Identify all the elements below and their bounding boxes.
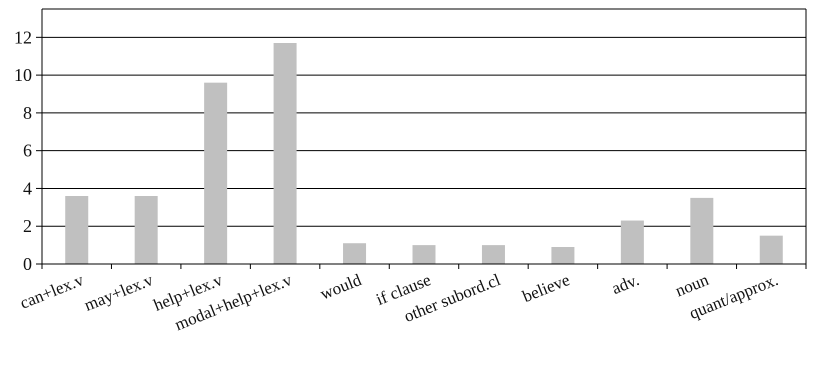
bar <box>204 82 228 265</box>
y-tick-label: 12 <box>14 27 32 47</box>
bar <box>690 197 714 264</box>
x-category-label: may+lex.v <box>81 270 156 315</box>
bar <box>620 220 644 264</box>
bar <box>273 43 297 264</box>
bar <box>481 245 505 264</box>
bar <box>343 243 367 264</box>
gridlines <box>42 36 806 227</box>
x-category-label: believe <box>520 270 573 306</box>
x-category-label: would <box>318 270 365 304</box>
y-tick-label: 0 <box>23 254 32 274</box>
y-tick-label: 4 <box>23 178 32 198</box>
x-category-label: can+lex.v <box>17 270 86 313</box>
y-tick-labels: 0 2 4 6 8 10 12 <box>14 27 32 274</box>
axes <box>36 8 807 269</box>
bar <box>759 235 783 264</box>
y-tick-label: 6 <box>23 141 32 161</box>
x-category-label: modal+help+lex.v <box>172 270 295 334</box>
bar <box>134 196 158 264</box>
x-category-label: noun <box>673 270 712 301</box>
y-tick-label: 10 <box>14 65 32 85</box>
bars <box>65 43 783 265</box>
y-tick-label: 8 <box>23 103 32 123</box>
bar <box>412 245 436 264</box>
x-category-label: adv. <box>609 270 642 298</box>
y-tick-label: 2 <box>23 216 32 236</box>
bar <box>551 247 575 264</box>
bar <box>65 196 89 264</box>
x-category-labels: can+lex.vmay+lex.vhelp+lex.vmodal+help+l… <box>17 270 781 334</box>
